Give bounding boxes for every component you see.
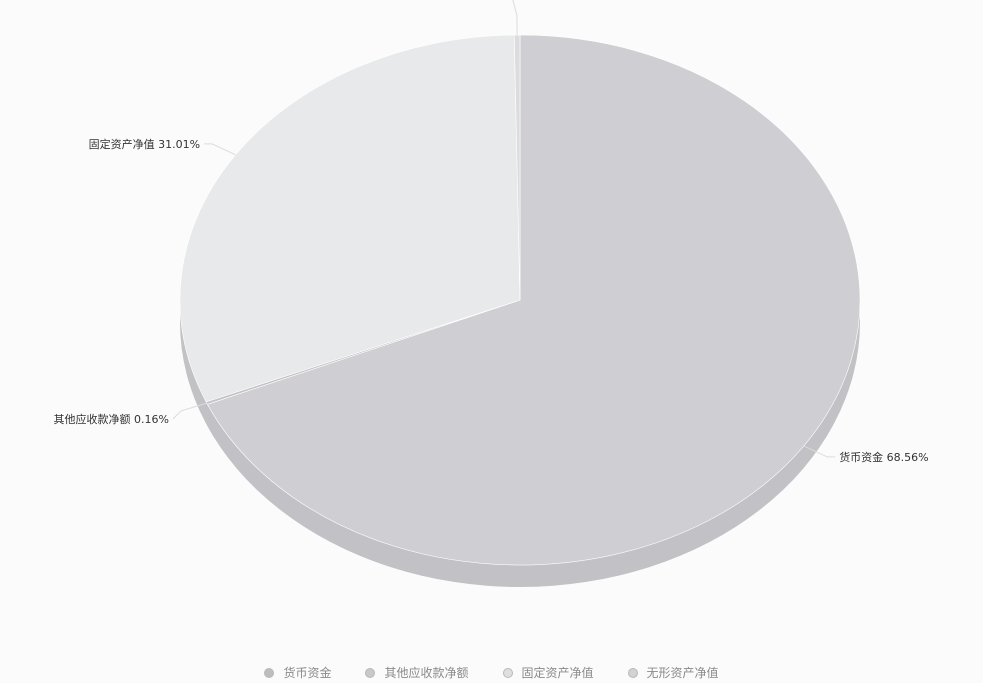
legend-label-fixed-assets: 固定资产净值: [521, 666, 594, 680]
slice-label-fixed-assets: 固定资产净值 31.01%: [89, 137, 200, 151]
legend-label-cash: 货币资金: [283, 666, 332, 680]
pie-slices-layer: [179, 34, 861, 566]
legend-label-intangible-assets: 无形资产净值: [646, 666, 719, 680]
leader-line-cash: [803, 445, 836, 458]
legend-item-fixed-assets[interactable]: 固定资产净值: [502, 664, 594, 681]
leader-line-other-receivables: [172, 402, 207, 420]
pie-leader-lines: [172, 0, 836, 458]
legend: 货币资金 其他应收款净额 固定资产净值 无形资产净值: [0, 664, 983, 681]
legend-label-other-receivables: 其他应收款净额: [384, 666, 469, 680]
legend-item-other-receivables[interactable]: 其他应收款净额: [365, 664, 469, 681]
legend-dot-other-receivables: [365, 667, 376, 678]
legend-dot-intangible-assets: [627, 667, 638, 678]
legend-item-intangible-assets[interactable]: 无形资产净值: [627, 664, 719, 681]
legend-dot-fixed-assets: [502, 667, 513, 678]
pie-slice-fixed-assets[interactable]: [179, 34, 521, 403]
slice-label-other-receivables: 其他应收款净额 0.16%: [54, 412, 169, 426]
legend-item-cash[interactable]: 货币资金: [264, 664, 331, 681]
pie-labels-layer: 货币资金 68.56%其他应收款净额 0.16%固定资产净值 31.01%无形资…: [54, 137, 929, 464]
slice-label-cash: 货币资金 68.56%: [839, 450, 928, 464]
leader-line-intangible-assets: [512, 0, 518, 36]
leader-line-fixed-assets: [204, 143, 236, 156]
legend-dot-cash: [264, 667, 275, 678]
